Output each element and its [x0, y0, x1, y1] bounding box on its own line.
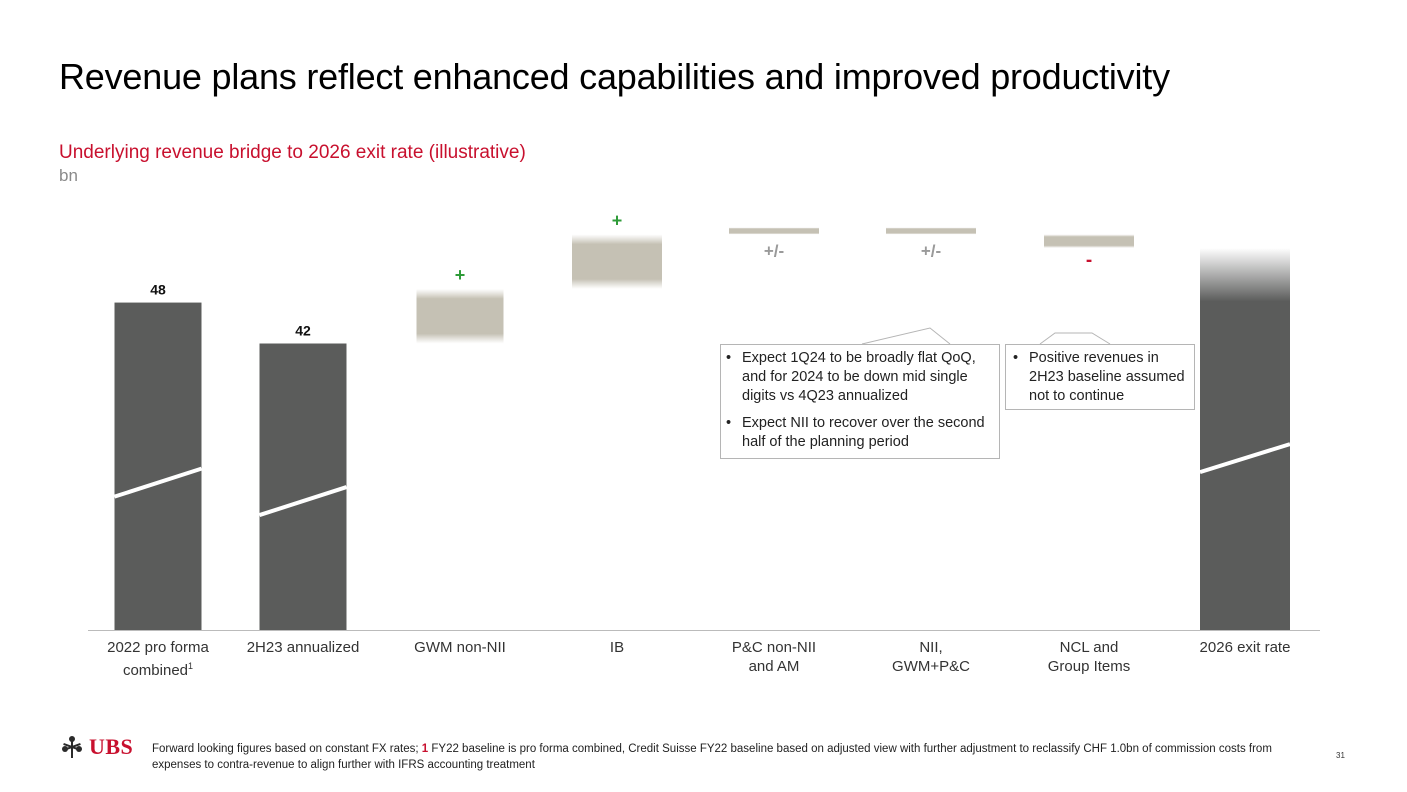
callout-1-pointer: [861, 327, 951, 345]
category-label-1: 2H23 annualized: [246, 639, 360, 656]
chart-unit: bn: [59, 166, 78, 185]
bar-3: [572, 234, 662, 289]
axis-break-7: [1199, 442, 1291, 475]
nii-callout: Expect 1Q24 to be broadly flat QoQ, and …: [720, 344, 1000, 459]
category-label-6: NCL and Group Items: [1047, 639, 1131, 675]
bar-5: [886, 227, 976, 235]
ncl-callout: Positive revenues in 2H23 baseline assum…: [1005, 344, 1195, 410]
value-label-1: 42: [295, 323, 311, 339]
callout-bullet: Expect NII to recover over the second ha…: [721, 414, 993, 452]
footnote-text-2: FY22 baseline is pro forma combined, Cre…: [152, 743, 1272, 771]
bar-2: [416, 288, 504, 344]
axis-break-1: [258, 485, 348, 517]
direction-sign-6: -: [1086, 250, 1092, 271]
bar-0: [114, 302, 202, 630]
footnote-text-1: Forward looking figures based on constan…: [152, 743, 419, 755]
direction-sign-5: +/-: [921, 241, 941, 260]
keys-icon: [62, 736, 82, 758]
category-label-5: NII, GWM+P&C: [892, 639, 970, 675]
category-label-4: P&C non-NII and AM: [731, 639, 817, 675]
callout-bullet: Expect 1Q24 to be broadly flat QoQ, and …: [721, 349, 993, 406]
page-number: 31: [1336, 751, 1345, 760]
bar-4: [729, 227, 819, 235]
callout-2-pointer: [1039, 332, 1111, 345]
logo-text: UBS: [89, 734, 134, 759]
ubs-logo: UBS: [59, 734, 133, 760]
page-title: Revenue plans reflect enhanced capabilit…: [59, 56, 1170, 97]
footnote-number: 1: [421, 743, 429, 755]
category-label-2: GWM non-NII: [414, 639, 506, 656]
callout-bullet: Positive revenues in 2H23 baseline assum…: [1008, 349, 1188, 406]
axis-break-0: [113, 466, 203, 499]
marks-layer: 48 42 + + +/- +/- -: [150, 210, 1092, 338]
footnote: Forward looking figures based on constan…: [152, 741, 1282, 773]
bar-7: [1200, 248, 1290, 630]
value-label-0: 48: [150, 282, 166, 298]
direction-sign-2: +: [455, 265, 466, 285]
category-label-3: IB: [609, 639, 625, 656]
direction-sign-3: +: [612, 210, 623, 230]
bar-1: [259, 343, 347, 630]
bar-6: [1044, 234, 1134, 248]
chart-subtitle: Underlying revenue bridge to 2026 exit r…: [59, 142, 526, 163]
category-label-0: 2022 pro forma combined1: [107, 639, 209, 679]
category-label-7: 2026 exit rate: [1199, 639, 1291, 656]
direction-sign-4: +/-: [764, 241, 784, 260]
bars-layer: [113, 227, 1291, 630]
